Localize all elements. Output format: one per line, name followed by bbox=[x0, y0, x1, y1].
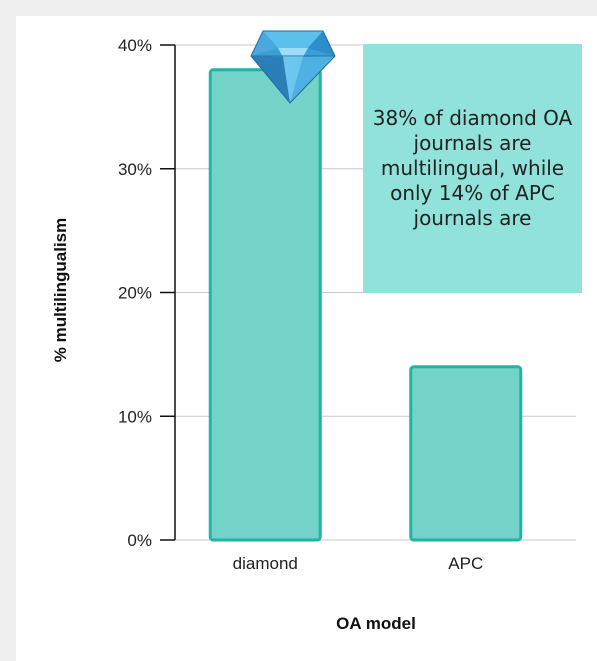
y-axis-title: % multilingualism bbox=[51, 218, 70, 363]
y-tick-label-2: 20% bbox=[118, 284, 152, 303]
axes bbox=[160, 44, 176, 541]
bars bbox=[208, 68, 523, 542]
y-tick-label-3: 30% bbox=[118, 160, 152, 179]
x-tick-label-1: APC bbox=[448, 554, 483, 573]
x-axis-title: OA model bbox=[336, 614, 416, 633]
y-tick-labels: 0% 10% 20% 30% 40% bbox=[118, 36, 152, 550]
diamond-icon bbox=[250, 30, 336, 104]
bar-diamond bbox=[208, 68, 322, 542]
x-tick-labels: diamond APC bbox=[233, 554, 484, 573]
y-tick-label-1: 10% bbox=[118, 407, 152, 426]
y-tick-label-4: 40% bbox=[118, 36, 152, 55]
bar-APC bbox=[409, 365, 523, 542]
y-tick-label-0: 0% bbox=[127, 531, 152, 550]
annotation-box: 38% of diamond OA journals are multiling… bbox=[363, 44, 582, 293]
x-tick-label-0: diamond bbox=[233, 554, 298, 573]
annotation-text: 38% of diamond OA journals are multiling… bbox=[372, 106, 573, 230]
